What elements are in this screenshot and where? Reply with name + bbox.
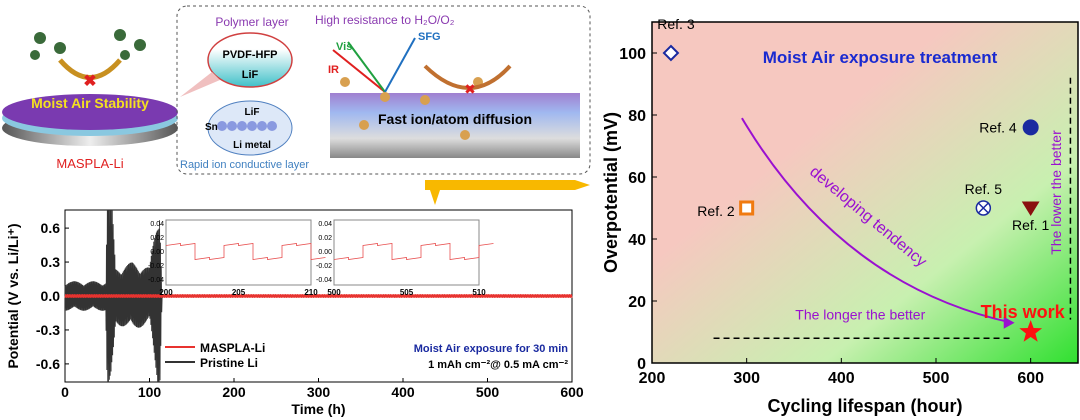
annotation-rate: 1 mAh cm⁻²@ 0.5 mA cm⁻²	[428, 359, 568, 371]
bubble2-lif: LiF	[245, 107, 260, 118]
bubble1-line1: PVDF-HFP	[223, 49, 278, 61]
y-tick-label: 60	[628, 170, 646, 187]
inset-x-label: 505	[400, 288, 414, 297]
disk	[2, 94, 178, 146]
point-label: Ref. 5	[965, 181, 1003, 197]
beam-sfg: SFG	[418, 31, 441, 43]
trend-curve	[741, 117, 1012, 324]
inset-trace	[165, 243, 326, 260]
point-label: Ref. 1	[1012, 217, 1050, 233]
inset-y-label: 0.00	[150, 249, 164, 256]
x-tick-label: 300	[307, 384, 331, 400]
y-tick-label: 0.0	[41, 288, 61, 304]
y-tick-label: 0	[637, 356, 646, 373]
x-axis-label: Time (h)	[291, 401, 345, 417]
point-label: This work	[981, 302, 1066, 322]
x-tick-label: 300	[733, 370, 760, 387]
inset-y-label: -0.02	[316, 263, 332, 270]
beam-ir: IR	[328, 64, 339, 76]
series-pristine-li	[64, 209, 163, 383]
inset-x-label: 510	[472, 288, 486, 297]
inset-frame	[165, 219, 312, 286]
bubble2-li: Li metal	[233, 140, 271, 151]
inset-y-label: 0.00	[318, 249, 332, 256]
y-tick-label: 0.3	[41, 254, 61, 270]
inset-x-label: 205	[232, 288, 246, 297]
block-x-icon-2: ✖	[464, 81, 476, 97]
series-maspla-li	[64, 294, 573, 298]
inset-y-label: 0.04	[318, 221, 332, 228]
polymer-title: Polymer layer	[215, 15, 288, 29]
comparison-chart: 200 300 400 500 600 0 20 40 60 80 100 Cycling lifes…	[601, 16, 1079, 416]
x-tick-label: 600	[1017, 370, 1044, 387]
x-tick-label: 200	[639, 370, 666, 387]
disk-label: Moist Air Stability	[31, 95, 149, 111]
chart-title: Moist Air exposure treatment	[763, 48, 998, 67]
product-label: MASPLA-Li	[56, 156, 123, 171]
block-x-icon: ✖	[83, 73, 96, 90]
resistance-title: High resistance to H₂O/O₂	[315, 13, 455, 27]
x-tick-label: 400	[828, 370, 855, 387]
beam-vis: Vis	[336, 41, 352, 53]
inset-y-label: -0.02	[148, 263, 164, 270]
y-tick-label: -0.6	[36, 356, 60, 372]
x-tick-label: 100	[138, 384, 162, 400]
x-tick-label: 0	[61, 384, 69, 400]
x-tick-label: 200	[222, 384, 246, 400]
x-arrow-label: The longer the better	[795, 307, 925, 323]
marker-ref-3	[662, 44, 680, 62]
x-axis-label: Cycling lifespan (hour)	[767, 396, 962, 416]
y-tick-label: 20	[628, 294, 646, 311]
bubble1-line2: LiF	[242, 69, 259, 81]
annotation-exposure: Moist Air exposure for 30 min	[414, 343, 569, 355]
inset-y-label: -0.04	[316, 277, 332, 284]
y-axis-label: Overpotential (mV)	[601, 112, 621, 273]
x-tick-label: 500	[476, 384, 500, 400]
point-label: Ref. 3	[657, 16, 695, 32]
y-tick-label: 100	[619, 46, 646, 63]
inset-x-label: 500	[327, 288, 341, 297]
trend-arrowhead-icon	[1003, 316, 1015, 329]
y-tick-label: -0.3	[36, 322, 60, 338]
yellow-arrow-icon	[425, 180, 590, 205]
inset-y-label: 0.02	[150, 235, 164, 242]
inset-trace	[333, 243, 494, 260]
molecule-icons	[30, 29, 146, 60]
inset-x-label: 210	[304, 288, 318, 297]
point-label: Ref. 4	[979, 119, 1017, 135]
inset-y-label: 0.04	[150, 221, 164, 228]
detail-box	[176, 5, 591, 175]
x-tick-label: 400	[391, 384, 415, 400]
plot-area	[651, 21, 1079, 364]
bubble2-sn: Sn	[205, 122, 218, 133]
marker-this-work	[1019, 320, 1043, 342]
x-tick-label: 600	[560, 384, 584, 400]
layer-slab	[330, 93, 580, 158]
marker-ref-5-cross	[977, 202, 989, 214]
diffusion-label: Fast ion/atom diffusion	[378, 111, 532, 127]
x-tick-label: 500	[923, 370, 950, 387]
y-axis-label: Potential (V vs. Li/Li⁺)	[5, 223, 21, 368]
inset-frame	[333, 219, 480, 286]
legend-label: MASPLA-Li	[200, 341, 265, 355]
bounce-arrow-icon	[58, 58, 122, 80]
marker-ref-1	[1021, 201, 1040, 216]
inset-y-label: -0.04	[148, 277, 164, 284]
marker-ref-4	[1022, 119, 1039, 136]
marker-ref-2	[739, 200, 755, 216]
y-tick-label: 0.6	[41, 220, 61, 236]
y-tick-label: 80	[628, 108, 646, 125]
schematic: Moist Air Stability ✖ MASPLA-Li Polymer …	[2, 5, 591, 205]
inset-y-label: 0.02	[318, 235, 332, 242]
y-arrow-label: The lower the better	[1048, 130, 1064, 255]
inset-x-label: 200	[159, 288, 173, 297]
conductive-label: Rapid ion conductive layer	[180, 159, 309, 171]
legend-label: Pristine Li	[200, 356, 258, 370]
y-tick-label: 40	[628, 232, 646, 249]
cycling-chart: 0 100 200 300 400 500 600 0.6 0.3 0.0 -0.3 -0.6 Time…	[5, 209, 584, 417]
point-label: Ref. 2	[697, 203, 735, 219]
